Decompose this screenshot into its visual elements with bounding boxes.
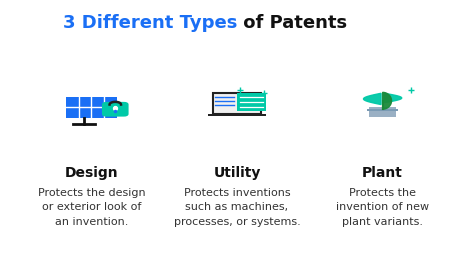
Text: Plant: Plant [362, 166, 403, 180]
Polygon shape [364, 93, 381, 105]
Text: Design: Design [64, 166, 118, 180]
FancyBboxPatch shape [367, 109, 398, 111]
Polygon shape [384, 93, 401, 103]
Text: 3 Different Types: 3 Different Types [63, 14, 237, 32]
FancyBboxPatch shape [102, 102, 128, 117]
Text: Protects the design
or exterior look of
an invention.: Protects the design or exterior look of … [37, 188, 145, 227]
Text: Utility: Utility [213, 166, 261, 180]
FancyBboxPatch shape [66, 97, 117, 118]
FancyBboxPatch shape [213, 93, 261, 114]
FancyBboxPatch shape [237, 93, 265, 112]
FancyBboxPatch shape [209, 114, 265, 116]
Polygon shape [383, 92, 392, 109]
Text: Protects the
invention of new
plant variants.: Protects the invention of new plant vari… [336, 188, 429, 227]
FancyBboxPatch shape [369, 107, 396, 117]
Text: of Patents: of Patents [237, 14, 347, 32]
Text: Protects inventions
such as machines,
processes, or systems.: Protects inventions such as machines, pr… [173, 188, 301, 227]
